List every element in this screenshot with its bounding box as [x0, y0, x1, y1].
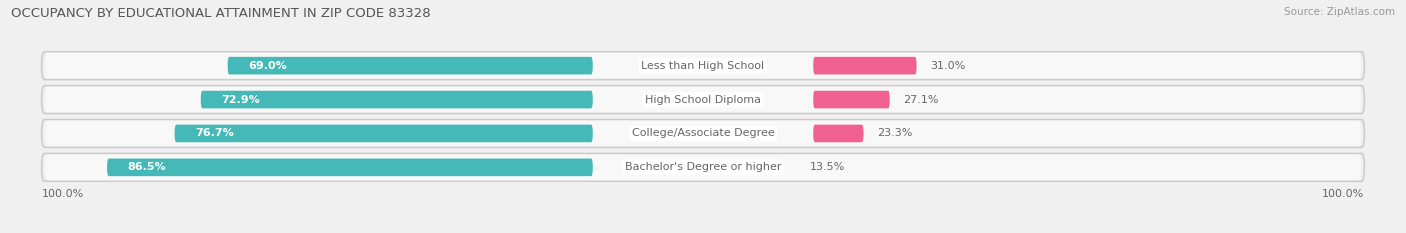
FancyBboxPatch shape: [42, 120, 1364, 147]
FancyBboxPatch shape: [813, 57, 917, 75]
Text: 31.0%: 31.0%: [931, 61, 966, 71]
Text: 100.0%: 100.0%: [42, 189, 84, 199]
Text: High School Diploma: High School Diploma: [645, 95, 761, 105]
FancyBboxPatch shape: [42, 52, 1364, 79]
Text: 86.5%: 86.5%: [128, 162, 166, 172]
FancyBboxPatch shape: [42, 154, 1364, 181]
Text: 23.3%: 23.3%: [877, 128, 912, 138]
Text: College/Associate Degree: College/Associate Degree: [631, 128, 775, 138]
Text: 76.7%: 76.7%: [195, 128, 233, 138]
FancyBboxPatch shape: [45, 87, 1361, 113]
Text: 13.5%: 13.5%: [810, 162, 845, 172]
Text: 72.9%: 72.9%: [221, 95, 260, 105]
Text: 69.0%: 69.0%: [249, 61, 287, 71]
FancyBboxPatch shape: [107, 158, 593, 176]
Text: Bachelor's Degree or higher: Bachelor's Degree or higher: [624, 162, 782, 172]
FancyBboxPatch shape: [201, 91, 593, 108]
Text: Less than High School: Less than High School: [641, 61, 765, 71]
FancyBboxPatch shape: [45, 53, 1361, 79]
FancyBboxPatch shape: [813, 125, 863, 142]
Text: 27.1%: 27.1%: [904, 95, 939, 105]
Text: 100.0%: 100.0%: [1322, 189, 1364, 199]
Text: OCCUPANCY BY EDUCATIONAL ATTAINMENT IN ZIP CODE 83328: OCCUPANCY BY EDUCATIONAL ATTAINMENT IN Z…: [11, 7, 430, 20]
FancyBboxPatch shape: [42, 86, 1364, 113]
FancyBboxPatch shape: [45, 120, 1361, 146]
FancyBboxPatch shape: [228, 57, 593, 75]
FancyBboxPatch shape: [174, 125, 593, 142]
Text: Source: ZipAtlas.com: Source: ZipAtlas.com: [1284, 7, 1395, 17]
FancyBboxPatch shape: [45, 154, 1361, 180]
FancyBboxPatch shape: [813, 91, 890, 108]
